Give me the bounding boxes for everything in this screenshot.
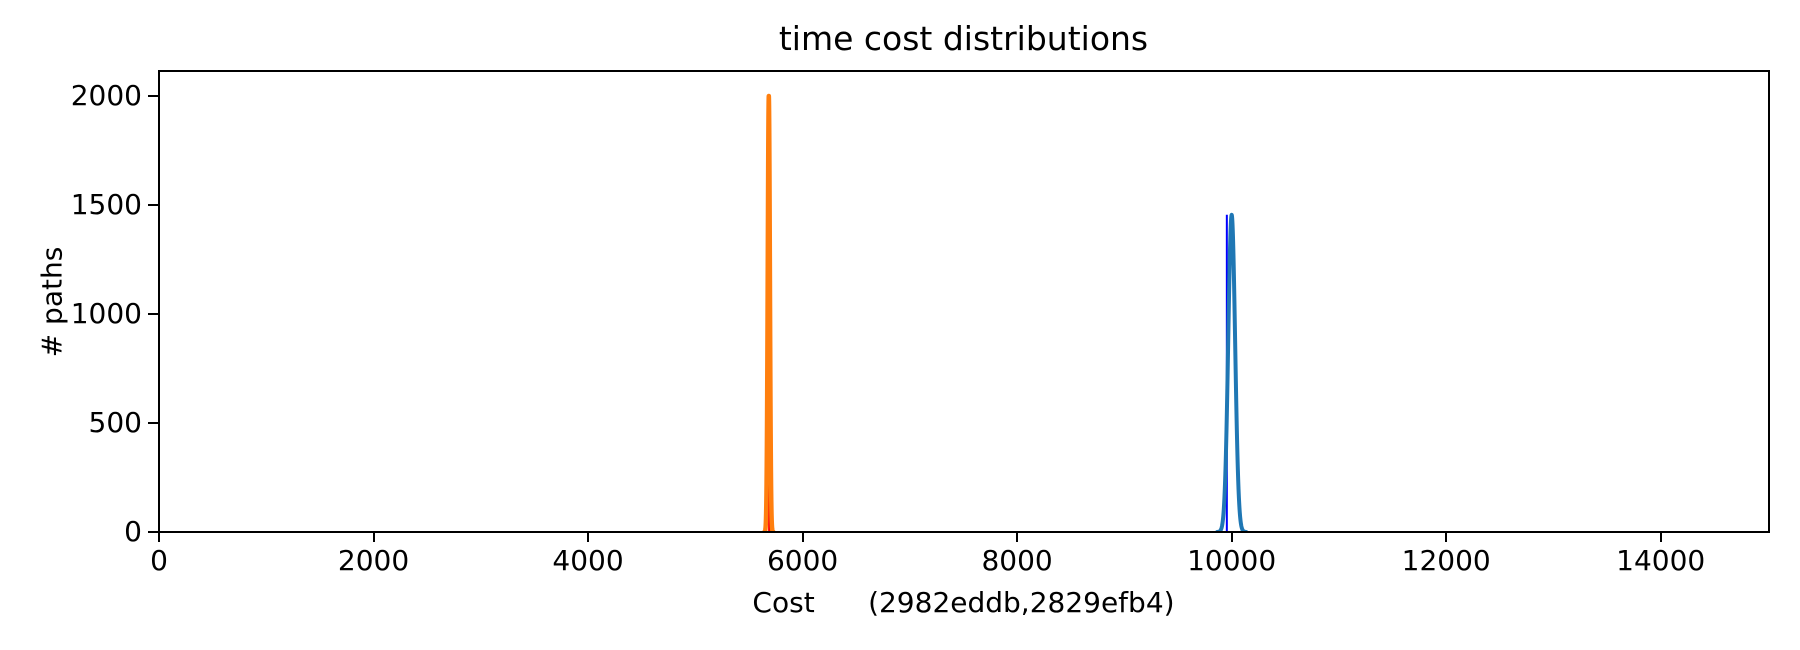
x-axis-label: Cost (2982eddb,2829efb4): [752, 586, 1175, 619]
x-tick-mark: [1230, 532, 1233, 542]
y-tick-label: 1000: [70, 296, 142, 330]
x-tick-mark: [372, 532, 375, 542]
x-tick-label: 6000: [766, 544, 839, 577]
y-tick-label: 1500: [70, 187, 142, 221]
x-tick-mark: [1016, 532, 1019, 542]
series-blue-distribution: [1215, 212, 1249, 532]
y-tick-label: 500: [88, 405, 142, 439]
y-tick-mark: [148, 312, 158, 315]
x-tick-label: 10000: [1187, 544, 1277, 577]
x-tick-mark: [1659, 532, 1662, 542]
y-tick-mark: [148, 94, 158, 97]
plot-frame: [158, 70, 1770, 533]
series-orange-distribution: [762, 93, 776, 532]
x-tick-label: 14000: [1616, 544, 1706, 577]
y-tick-label: 0: [124, 515, 142, 548]
x-tick-label: 8000: [981, 544, 1053, 577]
y-tick-label: 2000: [70, 78, 142, 112]
y-tick-mark: [148, 531, 158, 533]
x-tick-label: 0: [150, 544, 168, 577]
x-tick-mark: [587, 532, 590, 542]
x-tick-mark: [801, 532, 804, 542]
y-tick-mark: [148, 203, 158, 206]
x-tick-mark: [158, 532, 160, 542]
y-tick-mark: [148, 421, 158, 424]
x-tick-mark: [1445, 532, 1448, 542]
x-tick-label: 2000: [337, 544, 410, 577]
x-tick-label: 4000: [552, 544, 624, 577]
x-tick-label: 12000: [1401, 544, 1491, 577]
chart-title: time cost distributions: [778, 19, 1149, 58]
